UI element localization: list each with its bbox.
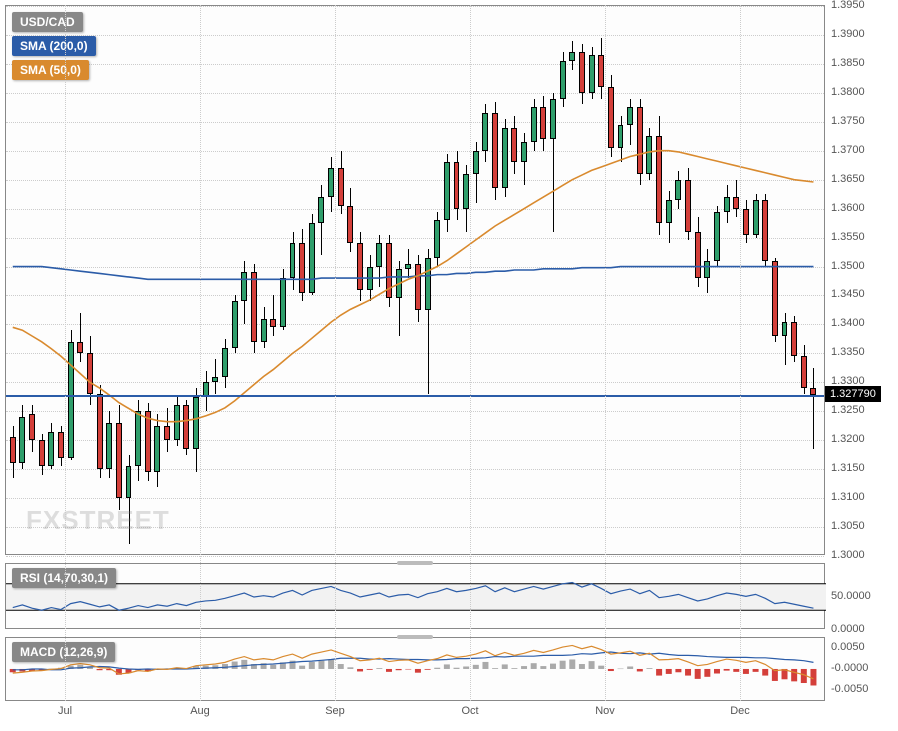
y-tick-label: 1.3450 <box>831 288 865 300</box>
main-price-chart[interactable]: USD/CAD SMA (200,0) SMA (50,0) FXSTREET <box>5 5 825 555</box>
month-label: Aug <box>190 705 210 717</box>
month-label: Sep <box>325 705 345 717</box>
y-tick-label: 1.3500 <box>831 260 865 272</box>
price-label: 1.327790 <box>825 386 881 402</box>
y-tick-label: 1.3150 <box>831 462 865 474</box>
y-tick-label: 1.3350 <box>831 346 865 358</box>
macd-drag-handle[interactable] <box>397 635 433 639</box>
rsi-panel[interactable]: RSI (14,70,30,1) <box>5 563 825 629</box>
rsi-drag-handle[interactable] <box>397 561 433 565</box>
y-tick-label: 1.3900 <box>831 28 865 40</box>
y-axis-main: 1.39501.39001.38501.38001.37501.37001.36… <box>825 5 895 555</box>
y-tick-label: 1.3750 <box>831 115 865 127</box>
symbol-badge[interactable]: USD/CAD <box>12 12 83 32</box>
month-label: Jul <box>58 705 72 717</box>
rsi-tick: 0.0000 <box>831 623 865 635</box>
y-axis-macd: 0.0050 -0.0000 -0.0050 <box>825 637 895 701</box>
month-label: Dec <box>730 705 750 717</box>
y-tick-label: 1.3950 <box>831 0 865 11</box>
y-tick-label: 1.3250 <box>831 404 865 416</box>
month-label: Nov <box>595 705 615 717</box>
macd-panel[interactable]: MACD (12,26,9) <box>5 637 825 701</box>
y-tick-label: 1.3200 <box>831 433 865 445</box>
time-axis: Jul Aug Sep Oct Nov Dec <box>5 701 825 727</box>
month-label: Oct <box>461 705 478 717</box>
chart-container: USD/CAD SMA (200,0) SMA (50,0) FXSTREET … <box>0 0 898 731</box>
y-axis-rsi: 50.00000.0000 <box>825 563 895 629</box>
macd-badge[interactable]: MACD (12,26,9) <box>12 642 115 662</box>
y-tick-label: 1.3550 <box>831 231 865 243</box>
rsi-tick: 50.0000 <box>831 590 871 602</box>
y-tick-label: 1.3050 <box>831 520 865 532</box>
macd-tick: 0.0050 <box>831 641 865 653</box>
y-tick-label: 1.3800 <box>831 86 865 98</box>
price-line <box>6 395 824 397</box>
sma50-badge[interactable]: SMA (50,0) <box>12 60 89 80</box>
y-tick-label: 1.3100 <box>831 491 865 503</box>
y-tick-label: 1.3000 <box>831 549 865 561</box>
macd-tick: -0.0050 <box>831 683 868 695</box>
watermark: FXSTREET <box>26 505 170 536</box>
y-tick-label: 1.3600 <box>831 202 865 214</box>
sma200-badge[interactable]: SMA (200,0) <box>12 36 96 56</box>
y-tick-label: 1.3850 <box>831 57 865 69</box>
y-tick-label: 1.3650 <box>831 173 865 185</box>
y-tick-label: 1.3700 <box>831 144 865 156</box>
y-tick-label: 1.3400 <box>831 317 865 329</box>
macd-tick: -0.0000 <box>831 662 868 674</box>
